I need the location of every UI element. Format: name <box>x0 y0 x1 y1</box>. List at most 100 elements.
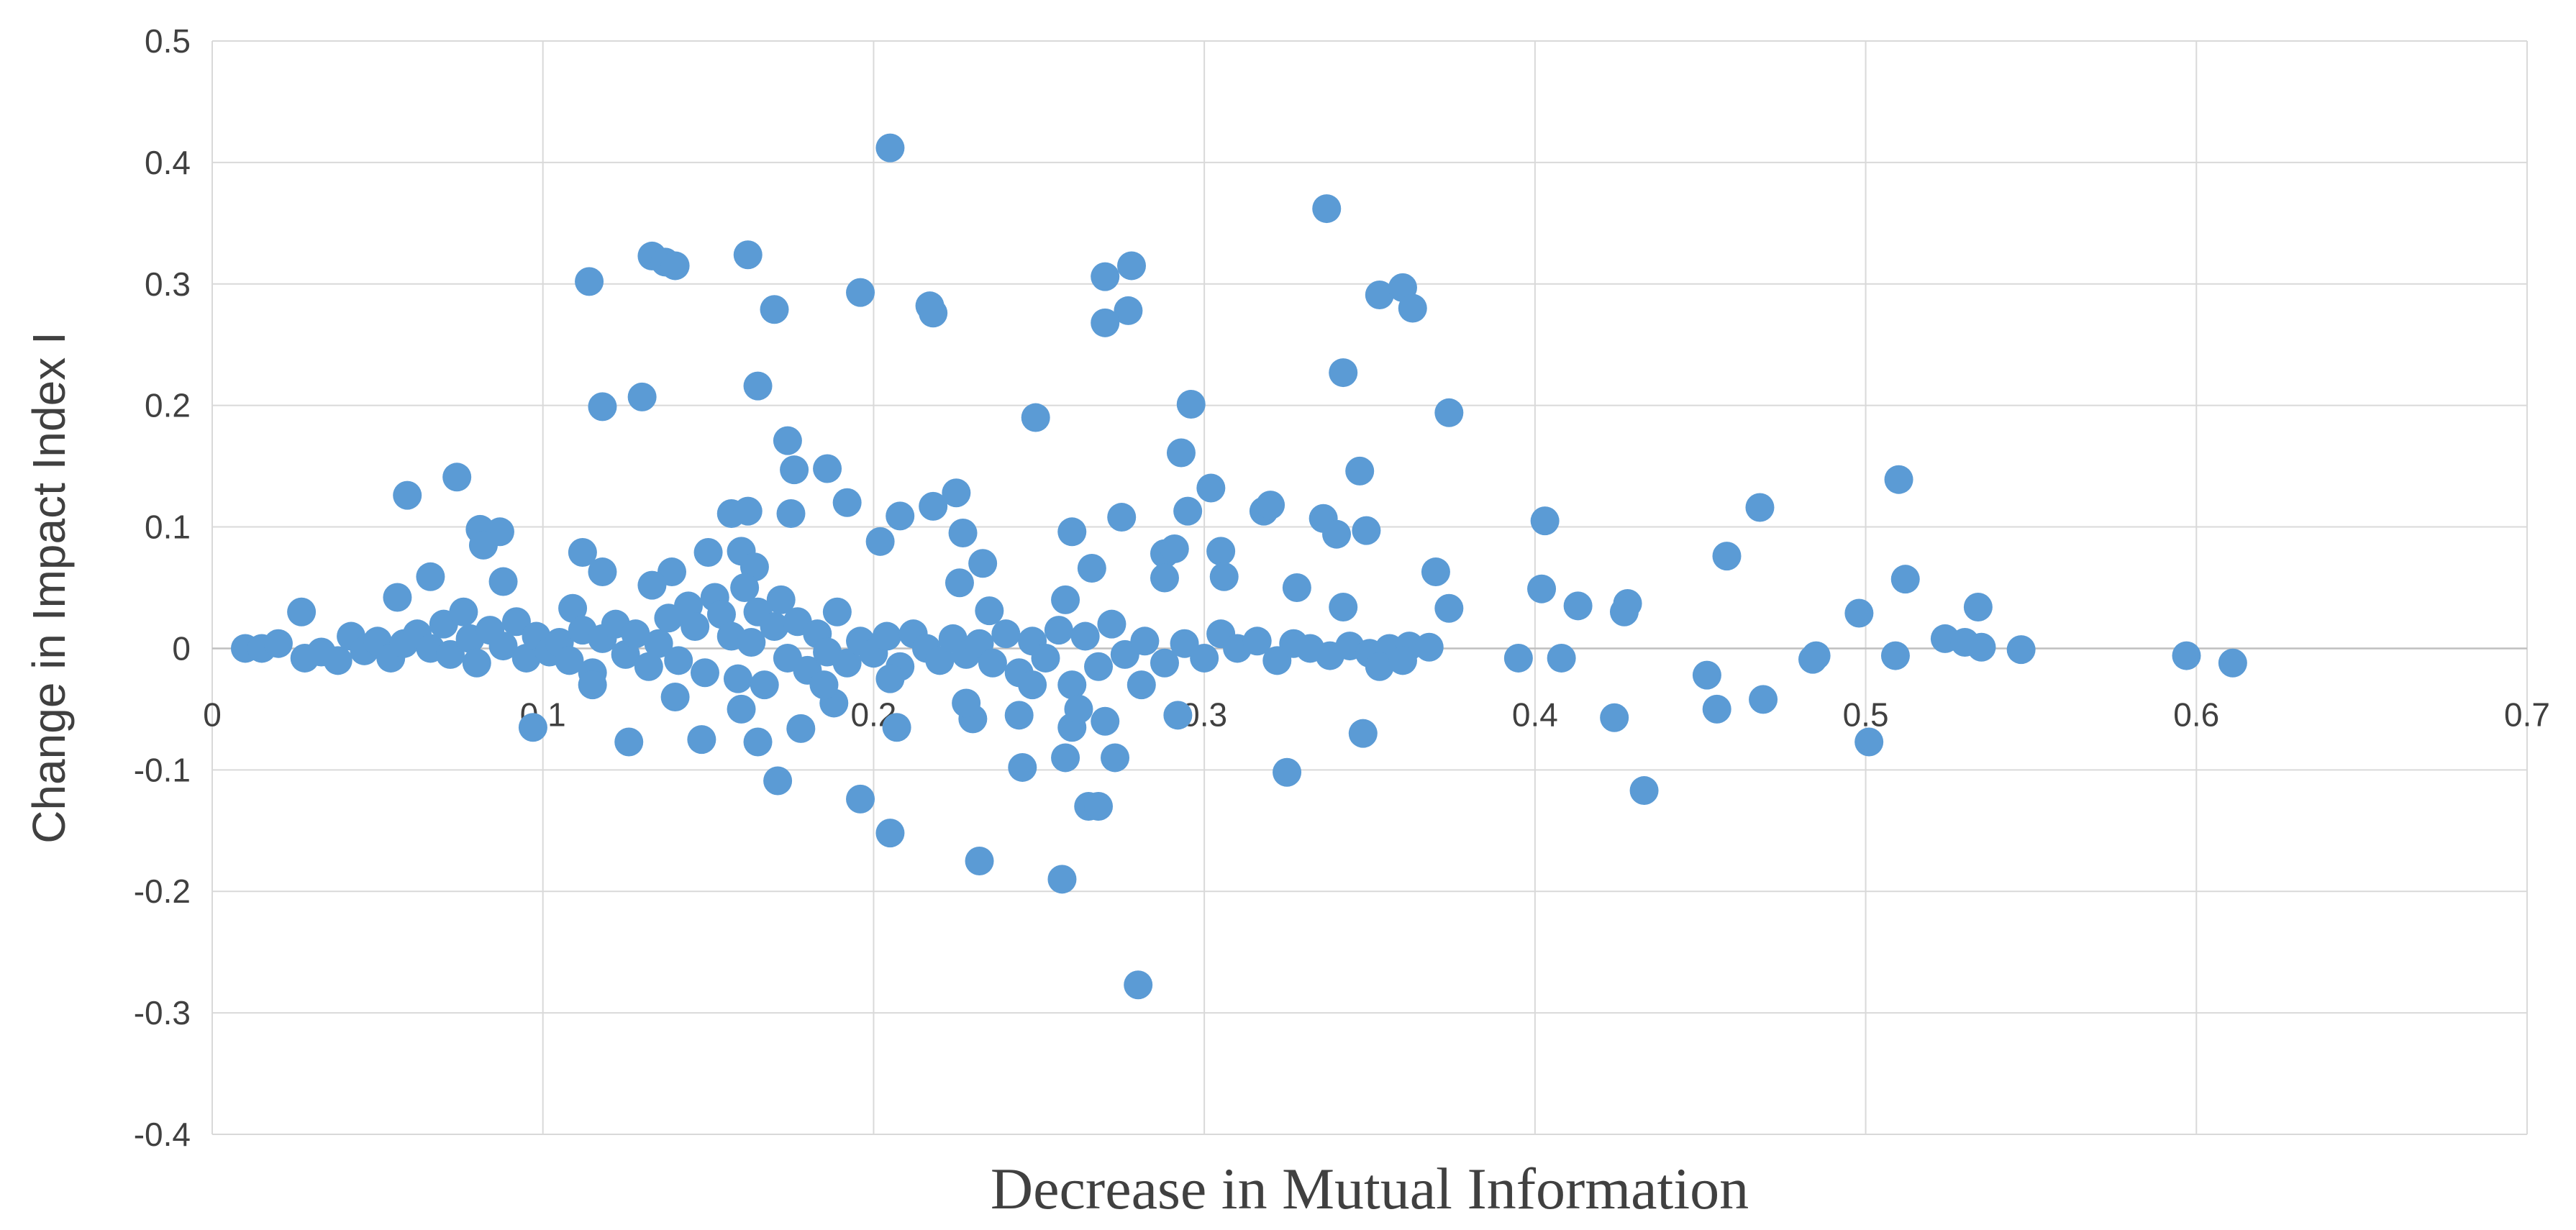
data-point <box>393 480 422 510</box>
data-point <box>1547 643 1576 673</box>
data-point <box>1388 646 1417 675</box>
data-point <box>1150 563 1179 593</box>
y-tick-label: 0.5 <box>145 22 191 60</box>
data-point <box>763 766 793 796</box>
data-point <box>1322 519 1352 549</box>
data-point <box>1365 652 1394 681</box>
data-point <box>501 607 531 637</box>
data-point <box>1963 593 1993 622</box>
data-point <box>1844 598 1874 628</box>
data-point <box>776 498 806 528</box>
data-point <box>1329 358 1358 388</box>
data-point <box>945 568 974 598</box>
data-point <box>773 426 802 455</box>
data-point <box>832 648 862 678</box>
y-tick-label: -0.2 <box>134 873 191 910</box>
data-point <box>1091 308 1120 337</box>
data-point <box>1190 643 1219 673</box>
data-point <box>1047 865 1077 894</box>
x-tick-label: 0.6 <box>2173 696 2219 733</box>
data-point <box>1967 632 1996 662</box>
data-point <box>760 612 789 642</box>
data-point <box>1312 194 1342 224</box>
data-point <box>760 295 789 324</box>
data-point <box>743 371 773 401</box>
data-point <box>511 643 541 673</box>
y-tick-label: -0.4 <box>134 1116 191 1153</box>
data-point <box>1242 627 1272 656</box>
data-point <box>1434 593 1464 623</box>
data-point <box>809 670 839 700</box>
data-point <box>1163 701 1193 730</box>
data-point <box>886 501 915 531</box>
data-point <box>681 612 710 642</box>
data-point <box>1018 670 1047 700</box>
data-point <box>1117 251 1147 281</box>
data-point <box>727 694 756 724</box>
data-point <box>750 670 779 700</box>
data-point <box>1206 537 1236 566</box>
data-point <box>1527 574 1557 603</box>
y-tick-label: 0.4 <box>145 144 191 181</box>
data-point <box>1209 562 1239 591</box>
data-point <box>1091 262 1120 291</box>
data-point <box>575 267 604 296</box>
data-point <box>1563 591 1593 621</box>
data-point <box>435 639 465 669</box>
data-point <box>1051 585 1080 614</box>
data-point <box>693 538 723 568</box>
data-point <box>1530 506 1560 536</box>
data-point <box>1150 648 1179 678</box>
data-point <box>1166 438 1196 468</box>
data-point <box>1880 641 1910 670</box>
data-point <box>919 299 948 328</box>
data-point <box>942 478 971 508</box>
data-point <box>1064 694 1093 724</box>
data-point <box>1421 557 1450 587</box>
data-point <box>1256 491 1285 520</box>
data-point <box>637 570 667 600</box>
data-point <box>780 455 809 485</box>
data-point <box>1398 293 1427 323</box>
data-point <box>383 583 412 612</box>
data-point <box>875 664 905 693</box>
data-point <box>1114 296 1143 325</box>
data-point <box>1051 743 1080 773</box>
data-point <box>1057 517 1087 547</box>
data-point <box>1600 703 1629 732</box>
tick-labels: 0.50.40.30.20.10-0.1-0.2-0.3-0.40 0.1 0.2 0… <box>134 22 2550 1153</box>
data-point <box>660 683 690 711</box>
data-point <box>1004 701 1034 730</box>
data-point <box>1348 719 1378 748</box>
data-point <box>1176 389 1206 419</box>
data-point <box>588 392 617 422</box>
data-point <box>1160 534 1189 563</box>
y-tick-label: 0.3 <box>145 265 191 303</box>
data-point <box>952 688 981 718</box>
data-point <box>733 240 763 270</box>
data-point <box>621 619 650 649</box>
data-point <box>1884 465 1913 494</box>
data-point <box>875 819 905 848</box>
data-point <box>1414 632 1444 662</box>
data-point <box>1434 398 1464 427</box>
data-point <box>1712 542 1742 571</box>
data-point <box>919 491 948 521</box>
data-point <box>733 496 763 526</box>
data-point <box>664 646 693 675</box>
data-point <box>2006 635 2036 665</box>
data-point <box>323 646 352 675</box>
data-point <box>449 597 478 627</box>
data-point <box>1702 694 1731 724</box>
data-point <box>1365 280 1394 309</box>
data-point <box>1282 573 1311 602</box>
data-point <box>1101 743 1130 773</box>
data-point <box>730 573 760 602</box>
y-tick-label: 0.2 <box>145 387 191 424</box>
data-point <box>1345 456 1375 486</box>
x-axis-title: Decrease in Mutual Information <box>991 1156 1749 1221</box>
data-point <box>687 725 716 755</box>
data-point <box>1170 629 1199 658</box>
